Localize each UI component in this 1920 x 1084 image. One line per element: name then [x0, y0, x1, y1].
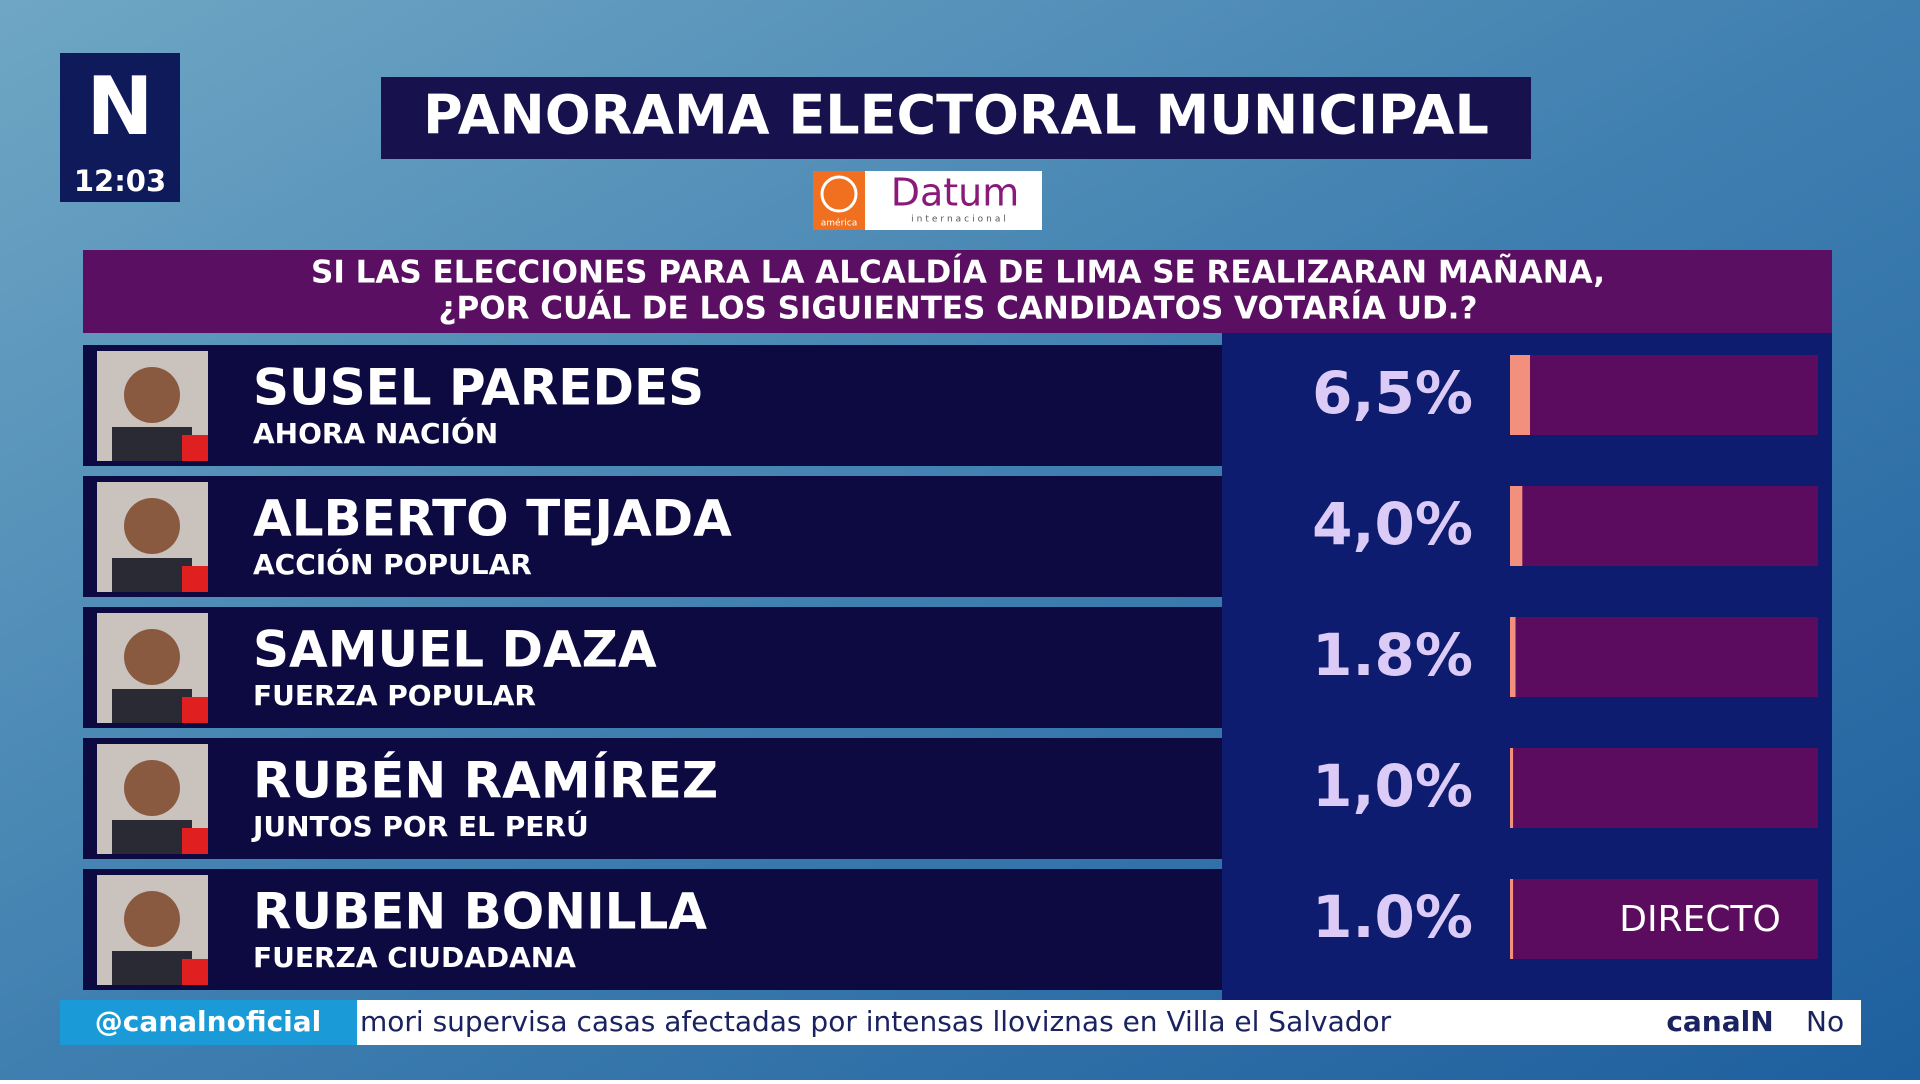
- party-icon: [182, 697, 208, 723]
- value-label: 1.8%: [1312, 621, 1473, 689]
- row: [83, 345, 1222, 466]
- sponsor-left: américa: [821, 218, 857, 229]
- bar: [1510, 617, 1516, 697]
- party-icon: [182, 435, 208, 461]
- sponsor-logo: [865, 171, 1042, 230]
- bar: [1510, 748, 1514, 828]
- ticker-brand: canalN: [1666, 1005, 1773, 1038]
- ticker-headline: mori supervisa casas afectadas por inten…: [360, 1005, 1392, 1038]
- party-icon: [182, 959, 208, 985]
- value-label: 1.0%: [1312, 883, 1473, 951]
- bar: [1510, 486, 1523, 566]
- candidate-name: RUBÉN RAMÍREZ: [253, 751, 718, 810]
- photo-face: [124, 367, 180, 423]
- live-badge: DIRECTO: [1619, 899, 1781, 940]
- sponsor-name: Datum: [891, 171, 1020, 215]
- ticker-brand-box: [1640, 1000, 1861, 1045]
- party-name: FUERZA POPULAR: [253, 679, 536, 712]
- row: [83, 476, 1222, 597]
- ticker-bar: [60, 1000, 1861, 1045]
- row: [83, 869, 1222, 990]
- photo-body: [112, 951, 192, 985]
- row: [83, 607, 1222, 728]
- party-name: JUNTOS POR EL PERÚ: [251, 809, 589, 843]
- row: [83, 738, 1222, 859]
- channel-logo: [60, 53, 180, 202]
- bar-track: [1510, 486, 1818, 566]
- photo-body: [112, 820, 192, 854]
- chart-title: PANORAMA ELECTORAL MUNICIPAL: [423, 84, 1489, 147]
- party-icon: [182, 566, 208, 592]
- value-label: 6,5%: [1312, 359, 1473, 427]
- subtitle: SI LAS ELECCIONES PARA LA ALCALDÍA DE LI…: [311, 254, 1605, 291]
- bar-track: [1510, 879, 1818, 959]
- globe-icon: [820, 175, 858, 213]
- subtitle: ¿POR CUÁL DE LOS SIGUIENTES CANDIDATOS V…: [439, 291, 1478, 327]
- sponsor-tagline: internacional: [911, 215, 1009, 225]
- photo-body: [112, 689, 192, 723]
- photo-body: [112, 558, 192, 592]
- ticker-handle: @canalnoficial: [95, 1005, 322, 1038]
- candidate-name: SAMUEL DAZA: [253, 621, 657, 679]
- photo-face: [124, 760, 180, 816]
- party-icon: [182, 828, 208, 854]
- title-bar: [381, 77, 1531, 159]
- ticker-handle-box: [60, 1000, 357, 1045]
- bar-track: [1510, 748, 1818, 828]
- bar-track: [1510, 355, 1818, 435]
- party-name: ACCIÓN POPULAR: [253, 547, 532, 581]
- photo-face: [124, 891, 180, 947]
- bar-track: [1510, 617, 1818, 697]
- bar: [1510, 355, 1531, 435]
- candidate-name: ALBERTO TEJADA: [253, 490, 732, 548]
- photo-face: [124, 498, 180, 554]
- photo-face: [124, 629, 180, 685]
- candidate-name: RUBEN BONILLA: [253, 883, 707, 941]
- candidate-name: SUSEL PAREDES: [253, 359, 704, 417]
- party-name: AHORA NACIÓN: [253, 416, 498, 450]
- value-label: 1,0%: [1312, 752, 1473, 820]
- sponsor-logo-left: [813, 171, 865, 230]
- clock: 12:03: [74, 164, 166, 198]
- bar: [1510, 879, 1514, 959]
- ticker-next: No: [1806, 1005, 1844, 1038]
- logo-mark: N: [87, 60, 154, 153]
- value-label: 4,0%: [1312, 490, 1473, 558]
- party-name: FUERZA CIUDADANA: [253, 941, 576, 974]
- photo-body: [112, 427, 192, 461]
- question-bar: [83, 250, 1832, 333]
